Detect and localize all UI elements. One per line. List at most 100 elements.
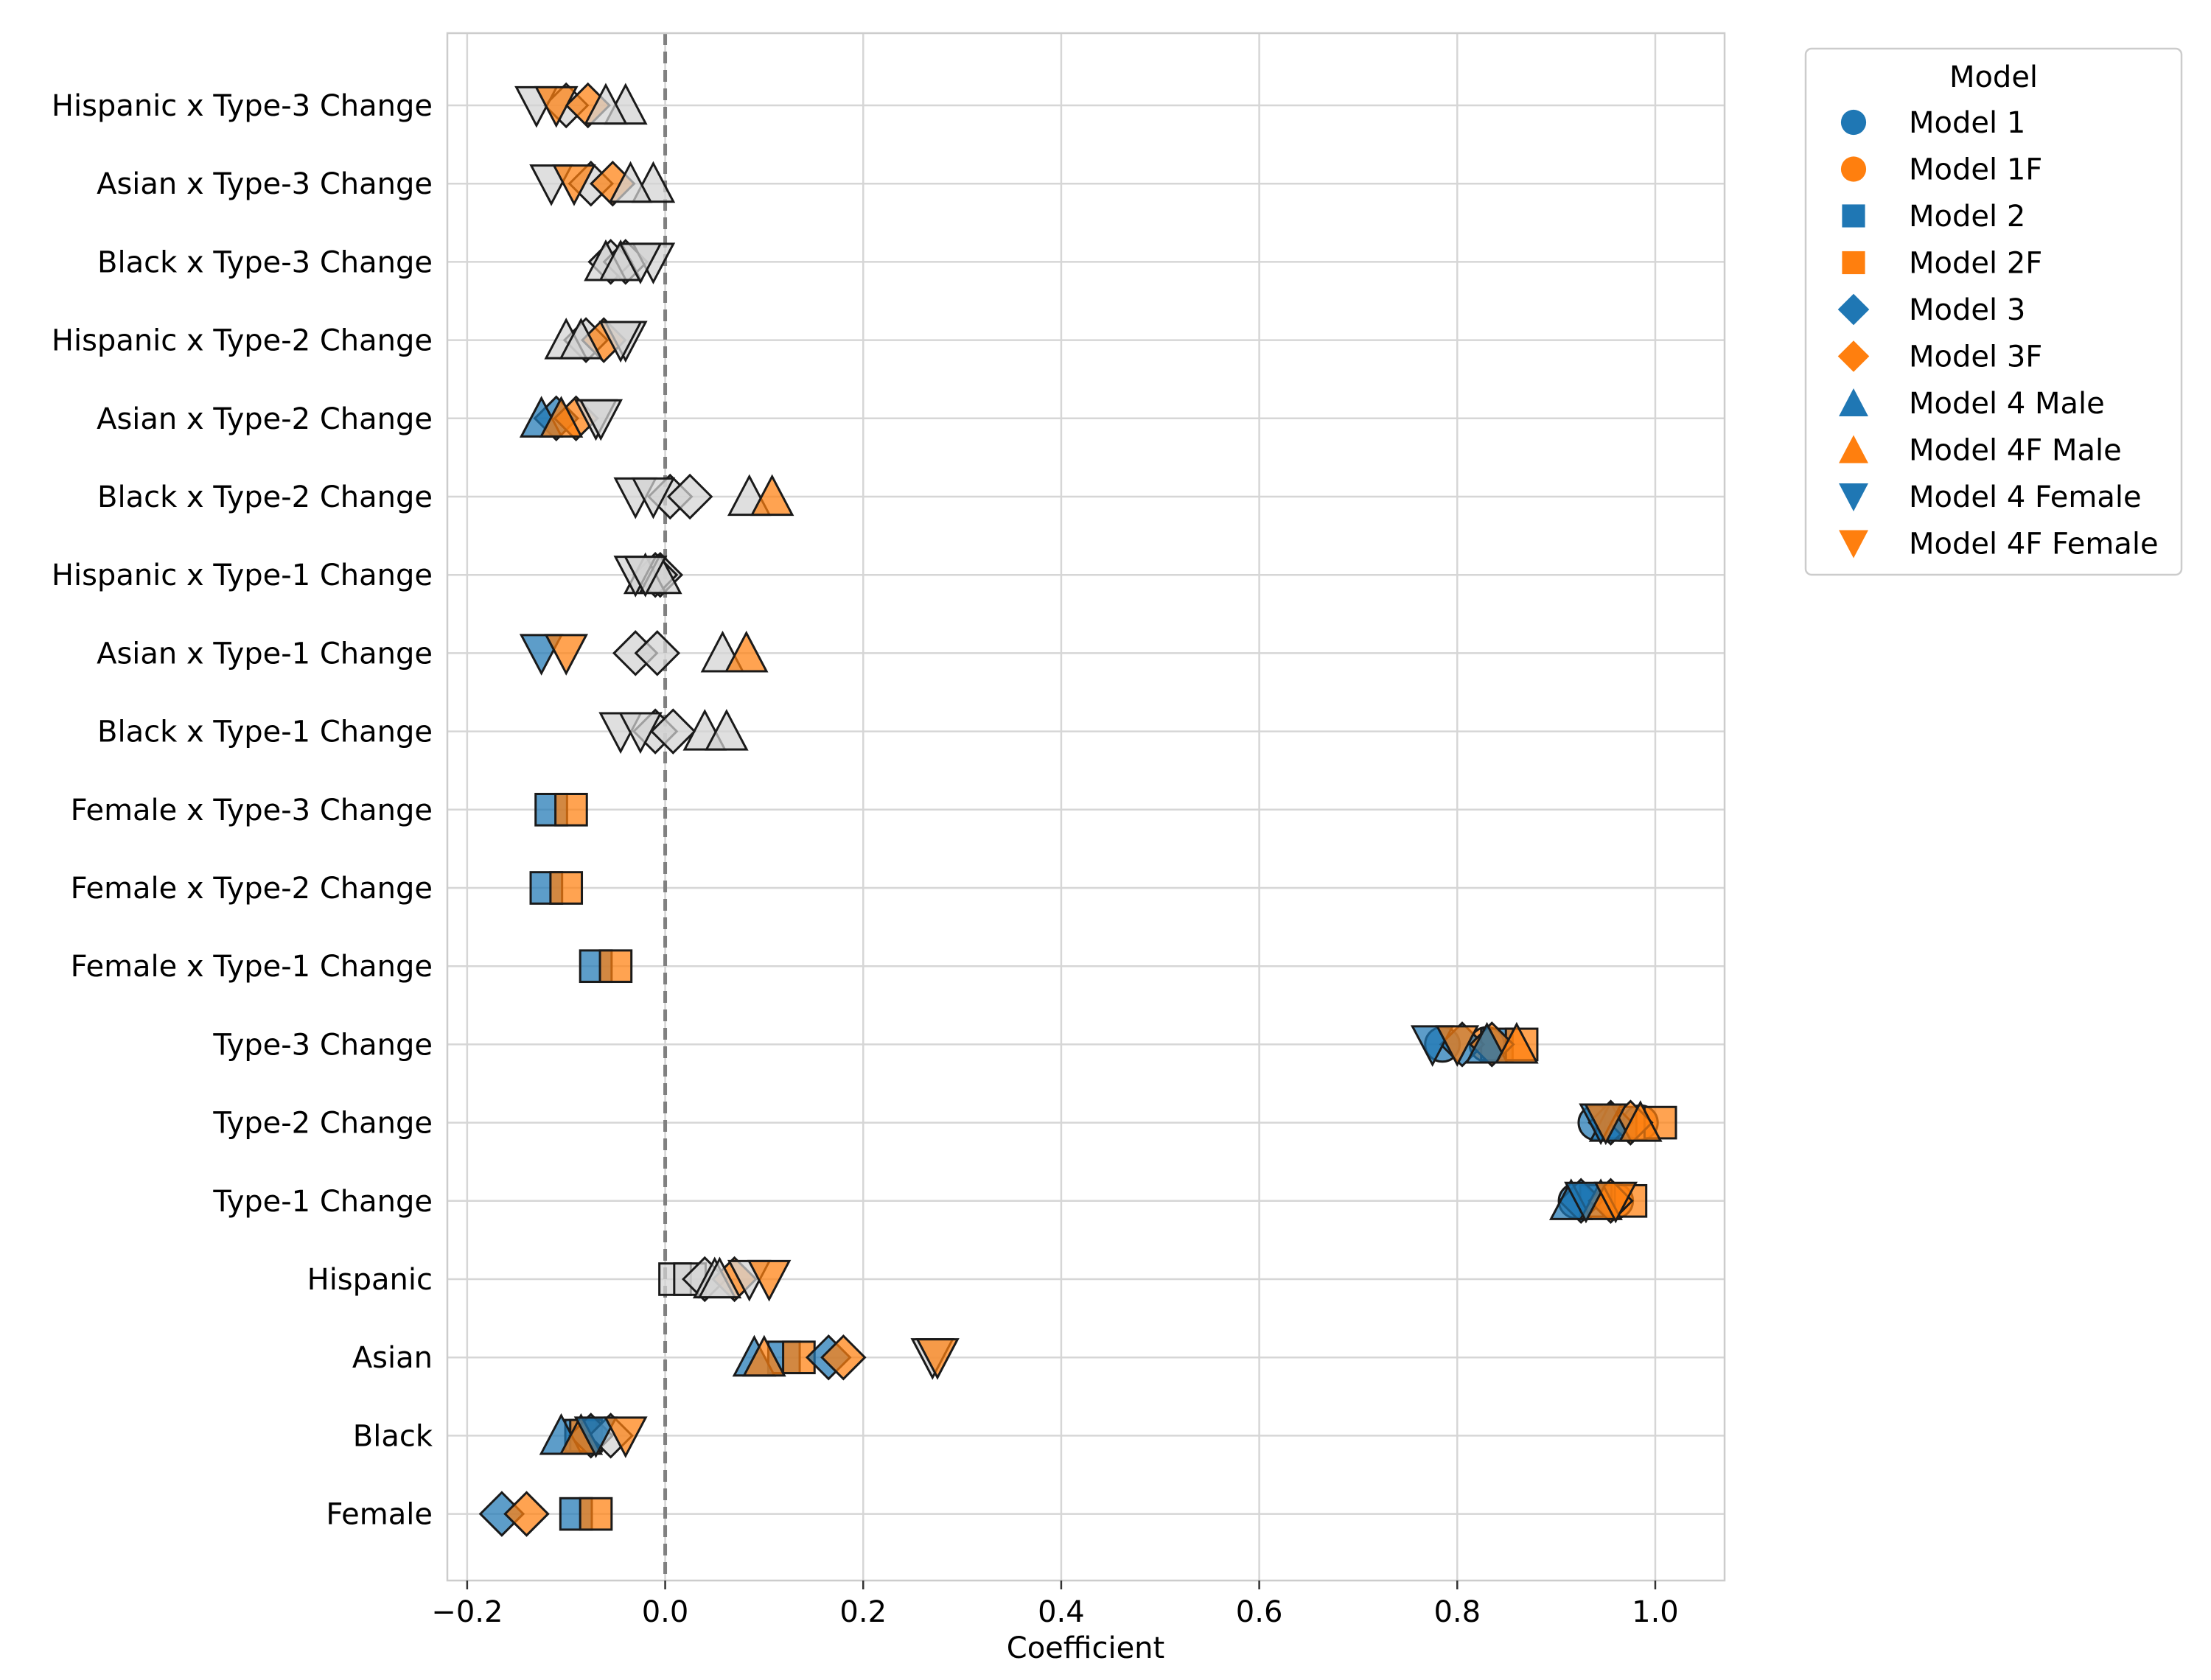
point-model-4-male-type-3-change — [1464, 1021, 1509, 1064]
y-tick-label: Female x Type-3 Change — [71, 794, 433, 827]
legend-label: Model 1 — [1909, 106, 2025, 140]
legend-frame — [1804, 47, 2183, 576]
point-model-4f-female-hispanic-x-type-2-change — [598, 321, 643, 363]
point-model-4f-male-hispanic-x-type-2-change — [559, 318, 604, 360]
point-model-4f-male-asian-x-type-1-change — [724, 630, 769, 673]
y-tick-label: Hispanic x Type-3 Change — [52, 89, 433, 123]
y-tick-label: Black — [353, 1419, 433, 1453]
legend-marker-square — [1842, 204, 1865, 228]
point-model-4f-female-hispanic-x-type-1-change — [623, 556, 668, 598]
legend-label: Model 4 Male — [1909, 387, 2105, 421]
y-tick-label: Black x Type-2 Change — [97, 480, 433, 514]
legend-item-model-1f: Model 1F — [1840, 153, 2042, 187]
y-tick-label: Asian — [352, 1341, 433, 1375]
point-model-4f-female-type-1-change — [1593, 1181, 1638, 1224]
y-tick-label: Type-3 Change — [212, 1028, 433, 1062]
x-tick-label: 0.2 — [839, 1595, 887, 1629]
point-model-4f-female-hispanic-x-type-3-change — [534, 85, 579, 128]
x-tick-label: 0.0 — [642, 1595, 689, 1629]
y-tick-label: Female x Type-1 Change — [71, 950, 433, 984]
point-model-4f-male-type-2-change — [1618, 1100, 1663, 1142]
point-model-4f-female-type-2-change — [1584, 1103, 1628, 1146]
point-model-2f-female-x-type-3-change — [554, 792, 588, 827]
point-model-4-female-black — [573, 1416, 618, 1458]
y-tick-label: Black x Type-3 Change — [97, 245, 433, 279]
legend-item-model-4-male: Model 4 Male — [1839, 387, 2105, 421]
legend-marker-diamond — [1837, 293, 1870, 326]
legend-marker-triangle-down — [1839, 530, 1868, 559]
data-points — [478, 82, 1677, 1537]
legend-item-model-2f: Model 2F — [1842, 247, 2042, 281]
point-model-3f-black-x-type-1-change — [650, 708, 696, 755]
point-model-4f-male-type-3-change — [1495, 1021, 1539, 1064]
point-model-4f-female-black-x-type-1-change — [618, 712, 663, 755]
legend-label: Model 3F — [1909, 340, 2042, 374]
legend-item-model-4f-female: Model 4F Female — [1839, 528, 2159, 561]
point-model-4f-female-black-x-type-3-change — [618, 242, 663, 284]
legend-label: Model 4F Female — [1909, 528, 2159, 561]
point-model-4f-female-asian-x-type-2-change — [579, 399, 624, 441]
y-tick-label: Female x Type-2 Change — [71, 872, 433, 906]
legend-label: Model 2F — [1909, 247, 2042, 281]
x-axis-tick-labels: −0.2 0.0 0.2 0.4 0.6 0.8 1.0 — [431, 1581, 1679, 1629]
legend-marker-triangle-up — [1839, 388, 1868, 416]
point-model-4f-male-hispanic — [697, 1256, 742, 1299]
point-model-4f-male-asian-x-type-3-change — [608, 161, 653, 203]
legend-marker-triangle-down — [1839, 483, 1868, 511]
y-tick-label: Hispanic x Type-2 Change — [52, 324, 433, 358]
point-model-4f-male-hispanic-x-type-3-change — [584, 83, 628, 125]
point-model-4f-female-type-3-change — [1435, 1025, 1480, 1067]
y-tick-label: Asian x Type-2 Change — [97, 402, 433, 436]
point-model-4f-female-black — [604, 1416, 648, 1458]
x-tick-label: 0.8 — [1433, 1595, 1481, 1629]
y-tick-label: Asian x Type-3 Change — [97, 167, 433, 201]
point-model-2f-female-x-type-1-change — [598, 949, 633, 984]
legend-marker-square — [1842, 251, 1865, 275]
legend-item-model-4-female: Model 4 Female — [1839, 480, 2142, 514]
point-model-3f-asian-x-type-1-change — [634, 630, 681, 676]
series-model-2f — [549, 792, 1677, 1531]
legend-item-model-3: Model 3 — [1837, 293, 2025, 327]
legend-title: Model — [1949, 60, 2038, 94]
legend-marker-circle — [1840, 109, 1867, 136]
legend-item-model-2: Model 2 — [1842, 200, 2025, 234]
legend-label: Model 4 Female — [1909, 480, 2142, 514]
y-axis-tick-labels: Hispanic x Type-3 Change Asian x Type-3 C… — [52, 89, 433, 1532]
legend-item-model-4f-male: Model 4F Male — [1839, 434, 2122, 468]
legend-label: Model 4F Male — [1909, 434, 2122, 468]
point-model-4-female-type-1-change — [1564, 1181, 1608, 1224]
point-model-4f-female-asian-x-type-1-change — [544, 634, 588, 676]
legend-label: Model 2 — [1909, 200, 2025, 234]
point-model-4f-male-asian-x-type-2-change — [539, 396, 584, 438]
series-model-4f-male — [539, 83, 1663, 1455]
y-tick-label: Female — [326, 1498, 433, 1532]
legend-label: Model 1F — [1909, 153, 2042, 187]
legend: Model Model 1 Model 1F Model 2 Model 2F Mode… — [1804, 47, 2183, 576]
point-model-4f-female-asian-x-type-3-change — [552, 164, 596, 206]
x-axis-label: Coefficient — [1007, 1631, 1164, 1665]
y-tick-label: Hispanic x Type-1 Change — [52, 559, 433, 592]
point-model-4f-male-asian — [742, 1334, 786, 1377]
legend-marker-diamond — [1837, 340, 1870, 372]
point-model-4f-male-black-x-type-1-change — [705, 709, 749, 751]
series-model-4-male — [519, 83, 1633, 1455]
legend-item-model-3f: Model 3F — [1837, 340, 2042, 374]
x-tick-label: −0.2 — [431, 1595, 503, 1629]
y-tick-label: Asian x Type-1 Change — [97, 637, 433, 671]
y-tick-label: Type-1 Change — [212, 1185, 433, 1219]
y-tick-label: Black x Type-1 Change — [97, 715, 433, 749]
x-tick-label: 1.0 — [1632, 1595, 1679, 1629]
point-model-2f-female — [579, 1497, 613, 1531]
point-model-4f-female-asian — [915, 1338, 960, 1380]
x-tick-label: 0.6 — [1236, 1595, 1283, 1629]
point-model-3f-black-x-type-2-change — [666, 473, 713, 520]
plot-area-frame — [446, 32, 1726, 1582]
legend-marker-circle — [1840, 156, 1867, 182]
series-model-4f-female — [534, 85, 1638, 1458]
series-model-2 — [529, 792, 1638, 1531]
legend-marker-triangle-up — [1839, 435, 1868, 463]
point-model-3f-asian — [820, 1334, 867, 1381]
series-model-4-female — [514, 85, 1623, 1458]
y-tick-label: Hispanic — [307, 1263, 433, 1297]
point-model-2f-female-x-type-2-change — [549, 871, 584, 905]
